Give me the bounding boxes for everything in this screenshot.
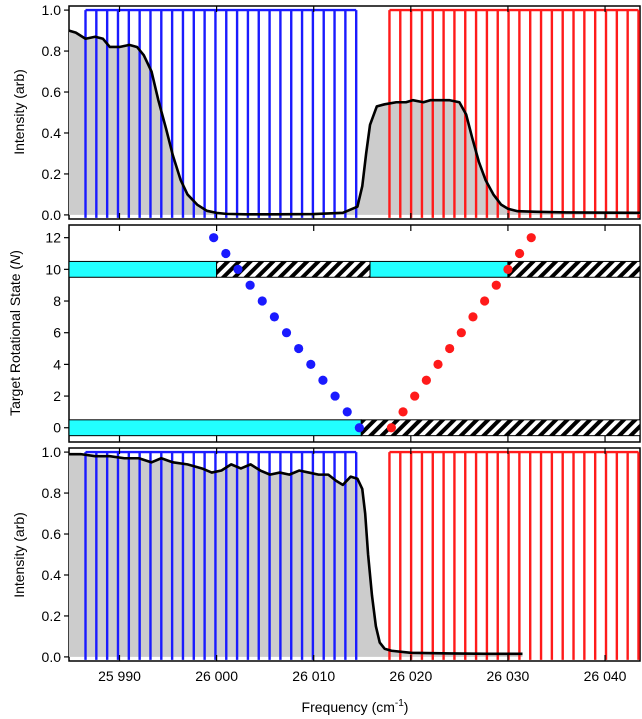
middle-red-point — [456, 328, 466, 338]
middle-y-tick-label: 4 — [53, 356, 61, 372]
top-y-tick-label: 0.8 — [42, 43, 62, 59]
x-tick-labels: 25 990 26 000 26 010 26 020 26 030 26 040 — [98, 668, 627, 684]
middle-y-tick-label: 12 — [45, 230, 61, 246]
middle-red-point — [526, 233, 536, 243]
middle-y-tick-label: 0 — [53, 420, 61, 436]
top-y-tick-label: 1.0 — [42, 2, 62, 18]
middle-band-hatched — [360, 419, 641, 437]
x-tick-label: 26 000 — [195, 668, 238, 684]
x-axis-label-superscript: -1 — [395, 698, 404, 709]
middle-blue-point — [306, 359, 316, 369]
x-tick-label: 26 040 — [584, 668, 627, 684]
middle-red-point — [491, 280, 501, 290]
middle-red-point — [480, 296, 490, 306]
middle-y-tick-label: 6 — [53, 325, 61, 341]
bottom-y-axis-label: Intensity (arb) — [11, 512, 27, 598]
middle-blue-point — [209, 233, 219, 243]
middle-red-point — [386, 423, 397, 433]
middle-band-cyan — [369, 260, 509, 278]
x-axis-label: Frequency (cm-1) — [302, 698, 409, 715]
middle-blue-point — [354, 423, 364, 433]
bottom-y-tick-label: 0.2 — [42, 608, 62, 624]
middle-red-point — [503, 264, 513, 274]
bottom-y-tick-label: 0.0 — [42, 649, 62, 665]
middle-blue-point — [269, 312, 279, 322]
middle-plot-frame — [68, 224, 641, 443]
middle-panel: 0 2 4 6 8 10 12 Target Rotational State (N) — [7, 224, 641, 443]
middle-blue-point — [281, 328, 292, 338]
top-spectrum-fill — [69, 30, 640, 215]
middle-y-axis-label: Target Rotational State (N) — [7, 250, 23, 416]
middle-band-hatched — [507, 260, 641, 278]
bottom-y-tick-label: 0.6 — [42, 526, 62, 542]
top-y-tick-label: 0.6 — [42, 84, 62, 100]
middle-y-tick-label: 10 — [45, 261, 61, 277]
middle-red-point — [421, 375, 431, 385]
top-y-tick-label: 0.4 — [42, 125, 62, 141]
x-tick-label: 26 020 — [389, 668, 432, 684]
middle-blue-point — [330, 391, 340, 401]
middle-y-tick-label: 8 — [53, 293, 61, 309]
middle-red-point — [468, 312, 478, 322]
middle-band-cyan — [68, 419, 362, 437]
middle-red-point — [445, 343, 455, 354]
x-tick-label: 26 030 — [487, 668, 530, 684]
middle-y-tick-label: 2 — [53, 388, 61, 404]
middle-y-axis-label-variable: N — [7, 254, 23, 265]
top-y-tick-label: 0.2 — [42, 166, 62, 182]
bottom-y-tick-label: 1.0 — [42, 444, 62, 460]
x-axis-label-close: ) — [404, 699, 409, 715]
middle-blue-point — [221, 248, 231, 259]
middle-blue-point — [257, 296, 267, 306]
bottom-panel: 0.0 0.2 0.4 0.6 0.8 1.0 Intensity (arb) — [11, 444, 641, 665]
x-tick-label: 25 990 — [98, 668, 141, 684]
middle-band-cyan — [68, 260, 218, 278]
middle-y-axis-label-close: ) — [7, 250, 23, 255]
bottom-y-tick-label: 0.8 — [42, 485, 62, 501]
middle-blue-point — [233, 264, 243, 274]
bottom-spectrum-line — [69, 452, 523, 656]
middle-blue-point — [245, 280, 255, 290]
x-axis-label-main: Frequency (cm — [302, 699, 395, 715]
top-y-axis-label: Intensity (arb) — [11, 69, 27, 155]
middle-blue-point — [342, 407, 352, 417]
bottom-y-tick-label: 0.4 — [42, 567, 62, 583]
middle-blue-point — [294, 343, 304, 354]
middle-red-point — [514, 248, 525, 259]
top-spectrum-line — [68, 29, 641, 216]
middle-red-point — [398, 407, 408, 417]
middle-blue-point — [318, 375, 328, 385]
x-tick-label: 26 010 — [292, 668, 335, 684]
top-panel: 0.0 0.2 0.4 0.6 0.8 1.0 Intensity (arb) — [11, 2, 641, 223]
middle-red-point — [433, 359, 443, 369]
top-y-tick-label: 0.0 — [42, 207, 62, 223]
middle-red-point — [410, 391, 420, 401]
middle-y-axis-label-main: Target Rotational State ( — [7, 265, 23, 416]
